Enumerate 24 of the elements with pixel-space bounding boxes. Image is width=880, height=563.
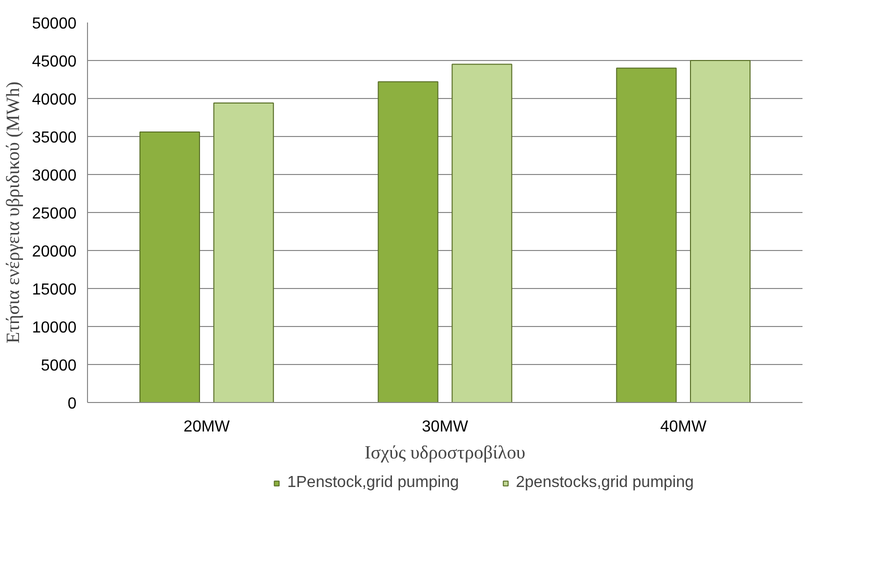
bar: [616, 68, 677, 402]
x-tick-label: 30MW: [422, 418, 470, 436]
bar: [690, 60, 751, 402]
y-tick-label: 35000: [32, 130, 77, 146]
bar: [139, 131, 200, 402]
y-tick-label: 10000: [32, 320, 77, 336]
y-tick-label: 15000: [32, 282, 77, 298]
bar: [213, 102, 274, 402]
y-axis-title: Ετήσια ενέργεια υβριδικού (MWh): [3, 82, 24, 344]
y-tick-label: 50000: [32, 16, 77, 32]
y-tick-label: 45000: [32, 54, 77, 70]
x-tick-label: 40MW: [660, 418, 708, 436]
legend-label: 2penstocks,grid pumping: [516, 474, 694, 492]
y-tick-label: 25000: [32, 206, 77, 222]
y-tick-label: 30000: [32, 168, 77, 184]
legend-label: 1Penstock,grid pumping: [287, 474, 459, 492]
x-tick-label: 20MW: [184, 418, 231, 436]
y-tick-label: 40000: [32, 92, 77, 108]
x-axis-title: Ισχύς υδροστροβίλου: [364, 442, 526, 464]
y-tick-label: 5000: [40, 358, 77, 374]
bar: [378, 81, 438, 402]
bar: [452, 64, 512, 402]
y-tick-label: 20000: [32, 244, 77, 260]
y-tick-label: 0: [68, 396, 77, 412]
